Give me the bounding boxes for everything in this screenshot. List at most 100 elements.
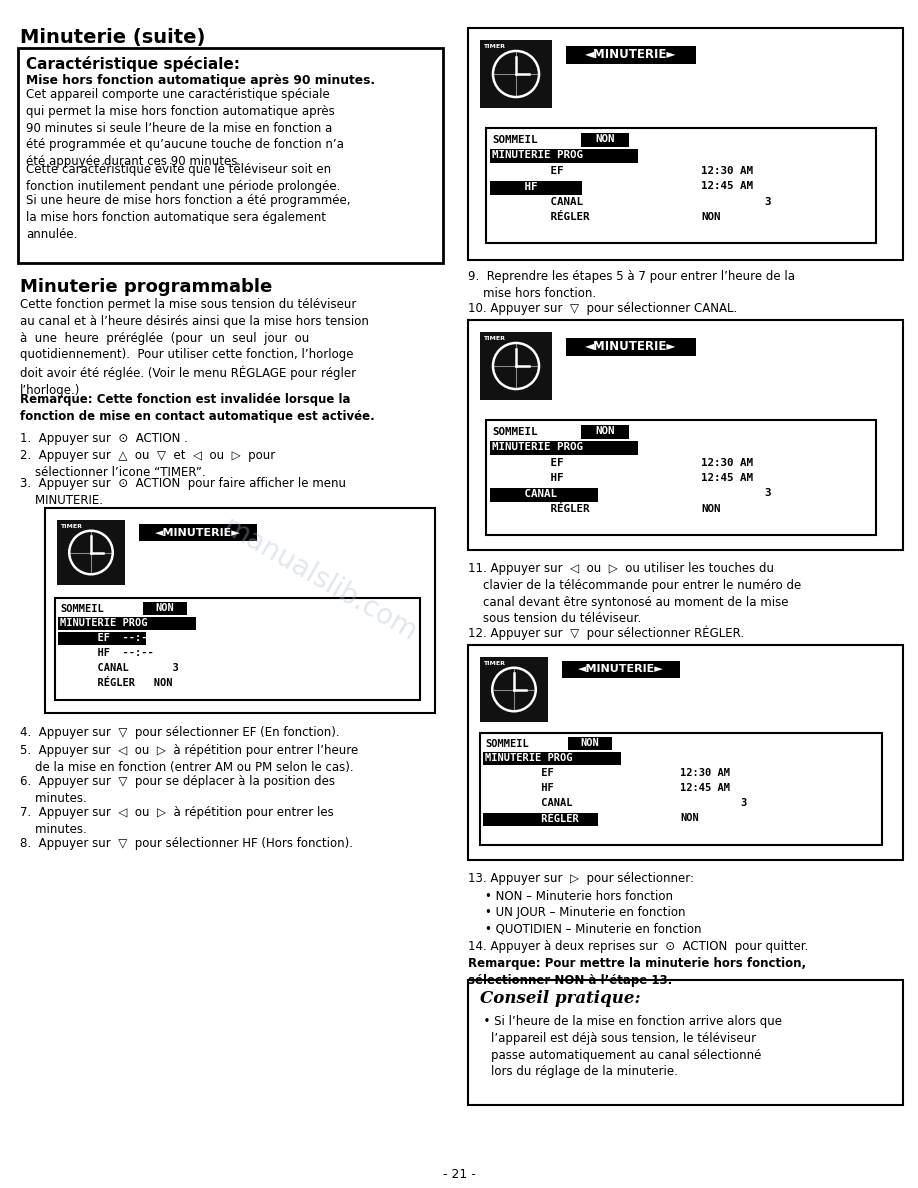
Text: MINUTERIE PROG: MINUTERIE PROG (485, 753, 573, 763)
Bar (581, 425, 629, 440)
Text: HF: HF (492, 473, 564, 484)
Text: • UN JOUR – Minuterie en fonction: • UN JOUR – Minuterie en fonction (485, 906, 686, 920)
Text: SOMMEIL: SOMMEIL (60, 604, 104, 614)
Text: Caractéristique spéciale:: Caractéristique spéciale: (26, 56, 240, 72)
Text: 12:30 AM: 12:30 AM (680, 767, 730, 778)
Text: Conseil pratique:: Conseil pratique: (480, 990, 641, 1007)
FancyBboxPatch shape (468, 29, 903, 260)
Text: RÉGLER: RÉGLER (485, 814, 578, 824)
Text: 5.  Appuyer sur  ◁  ou  ▷  à répétition pour entrer l’heure
    de la mise en fo: 5. Appuyer sur ◁ ou ▷ à répétition pour … (20, 744, 358, 773)
Bar (483, 752, 621, 765)
Bar (566, 339, 696, 356)
Text: RÉGLER: RÉGLER (492, 504, 589, 514)
Text: HF: HF (485, 783, 554, 794)
Text: NON: NON (701, 504, 721, 514)
Text: NON: NON (156, 604, 174, 613)
Text: 4.  Appuyer sur  ▽  pour sélectionner EF (En fonction).: 4. Appuyer sur ▽ pour sélectionner EF (E… (20, 726, 340, 739)
Text: CANAL: CANAL (492, 489, 557, 499)
Text: EF  --:--: EF --:-- (60, 633, 153, 643)
Text: Cet appareil comporte une caractéristique spéciale
qui permet la mise hors fonct: Cet appareil comporte une caractéristiqu… (26, 88, 344, 169)
FancyBboxPatch shape (18, 48, 443, 263)
Text: TIMER: TIMER (483, 44, 505, 49)
Text: 12:30 AM: 12:30 AM (701, 459, 753, 468)
Text: SOMMEIL: SOMMEIL (492, 426, 538, 437)
Text: Minuterie (suite): Minuterie (suite) (20, 29, 206, 48)
Text: MINUTERIE PROG: MINUTERIE PROG (492, 442, 583, 451)
Text: Cette fonction permet la mise sous tension du téléviseur
au canal et à l’heure d: Cette fonction permet la mise sous tensi… (20, 298, 369, 397)
Bar (581, 133, 629, 147)
Text: NON: NON (701, 211, 721, 222)
Text: 10. Appuyer sur  ▽  pour sélectionner CANAL.: 10. Appuyer sur ▽ pour sélectionner CANA… (468, 302, 737, 315)
Text: 11. Appuyer sur  ◁  ou  ▷  ou utiliser les touches du
    clavier de la télécomm: 11. Appuyer sur ◁ ou ▷ ou utiliser les t… (468, 562, 801, 625)
Text: NON: NON (595, 134, 615, 144)
Text: NON: NON (595, 426, 615, 436)
Text: Si une heure de mise hors fonction a été programmée,
la mise hors fonction autom: Si une heure de mise hors fonction a été… (26, 194, 351, 241)
Text: CANAL       3: CANAL 3 (60, 663, 179, 672)
Text: manualslib.com: manualslib.com (218, 513, 422, 647)
Text: 12. Appuyer sur  ▽  pour sélectionner RÉGLER.: 12. Appuyer sur ▽ pour sélectionner RÉGL… (468, 625, 744, 639)
Bar (143, 602, 187, 615)
Text: Mise hors fonction automatique après 90 minutes.: Mise hors fonction automatique après 90 … (26, 74, 375, 87)
Bar (562, 661, 680, 678)
Text: • NON – Minuterie hors fonction: • NON – Minuterie hors fonction (485, 890, 673, 903)
FancyBboxPatch shape (486, 128, 876, 244)
Text: 3: 3 (764, 197, 770, 207)
Text: 2.  Appuyer sur  △  ou  ▽  et  ◁  ou  ▷  pour
    sélectionner l’icone “TIMER”.: 2. Appuyer sur △ ou ▽ et ◁ ou ▷ pour sél… (20, 449, 275, 479)
FancyBboxPatch shape (480, 733, 882, 845)
Bar (566, 46, 696, 64)
Text: - 21 -: - 21 - (442, 1168, 476, 1181)
Text: HF  --:--: HF --:-- (60, 647, 153, 658)
Text: 14. Appuyer à deux reprises sur  ⊙  ACTION  pour quitter.: 14. Appuyer à deux reprises sur ⊙ ACTION… (468, 940, 809, 953)
Text: CANAL: CANAL (492, 197, 583, 207)
Text: SOMMEIL: SOMMEIL (492, 135, 538, 145)
Text: Minuterie programmable: Minuterie programmable (20, 278, 273, 296)
Bar (490, 181, 582, 195)
Text: 12:45 AM: 12:45 AM (701, 181, 753, 191)
Text: 6.  Appuyer sur  ▽  pour se déplacer à la position des
    minutes.: 6. Appuyer sur ▽ pour se déplacer à la p… (20, 775, 335, 804)
Text: 12:30 AM: 12:30 AM (701, 166, 753, 176)
Text: 1.  Appuyer sur  ⊙  ACTION .: 1. Appuyer sur ⊙ ACTION . (20, 432, 188, 446)
Text: EF: EF (492, 166, 564, 176)
Text: CANAL: CANAL (485, 798, 573, 808)
FancyBboxPatch shape (468, 980, 903, 1105)
Bar (139, 524, 257, 541)
Text: NON: NON (680, 813, 699, 823)
Bar (480, 657, 548, 722)
Text: 13. Appuyer sur  ▷  pour sélectionner:: 13. Appuyer sur ▷ pour sélectionner: (468, 872, 694, 885)
Text: RÉGLER: RÉGLER (492, 211, 589, 222)
Bar (490, 148, 638, 163)
FancyBboxPatch shape (468, 645, 903, 860)
Text: MINUTERIE PROG: MINUTERIE PROG (60, 618, 148, 628)
Text: TIMER: TIMER (60, 524, 82, 529)
FancyBboxPatch shape (45, 508, 435, 713)
Bar (483, 813, 598, 826)
Bar (480, 331, 552, 400)
Text: Remarque: Pour mettre la minuterie hors fonction,
sélectionner NON à l’étape 13.: Remarque: Pour mettre la minuterie hors … (468, 958, 806, 987)
Text: RÉGLER   NON: RÉGLER NON (60, 678, 173, 688)
Bar (58, 617, 196, 630)
Text: 3: 3 (740, 798, 746, 808)
Text: 9.  Reprendre les étapes 5 à 7 pour entrer l’heure de la
    mise hors fonction.: 9. Reprendre les étapes 5 à 7 pour entre… (468, 270, 795, 299)
Text: EF: EF (485, 767, 554, 778)
Text: 8.  Appuyer sur  ▽  pour sélectionner HF (Hors fonction).: 8. Appuyer sur ▽ pour sélectionner HF (H… (20, 838, 353, 849)
Text: • QUOTIDIEN – Minuterie en fonction: • QUOTIDIEN – Minuterie en fonction (485, 922, 701, 935)
Bar (568, 737, 612, 750)
Text: EF: EF (492, 459, 564, 468)
Text: NON: NON (580, 738, 599, 748)
Text: Cette caractéristique évite que le téléviseur soit en
fonction inutilement penda: Cette caractéristique évite que le télév… (26, 163, 341, 192)
Text: TIMER: TIMER (483, 661, 505, 666)
FancyBboxPatch shape (55, 598, 420, 700)
Text: 3: 3 (764, 488, 770, 498)
Text: ◄MINUTERIE►: ◄MINUTERIE► (586, 49, 677, 62)
Bar (58, 632, 146, 645)
Text: SOMMEIL: SOMMEIL (485, 739, 529, 748)
Bar (480, 40, 552, 108)
Text: 3.  Appuyer sur  ⊙  ACTION  pour faire afficher le menu
    MINUTERIE.: 3. Appuyer sur ⊙ ACTION pour faire affic… (20, 478, 346, 507)
Text: MINUTERIE PROG: MINUTERIE PROG (492, 150, 583, 160)
Text: Remarque: Cette fonction est invalidée lorsque la
fonction de mise en contact au: Remarque: Cette fonction est invalidée l… (20, 393, 375, 423)
Text: TIMER: TIMER (483, 336, 505, 341)
Text: HF: HF (492, 182, 538, 192)
Text: 12:45 AM: 12:45 AM (680, 783, 730, 794)
Text: • Si l’heure de la mise en fonction arrive alors que
    l’appareil est déjà sou: • Si l’heure de la mise en fonction arri… (476, 1015, 782, 1079)
Bar (57, 520, 125, 584)
